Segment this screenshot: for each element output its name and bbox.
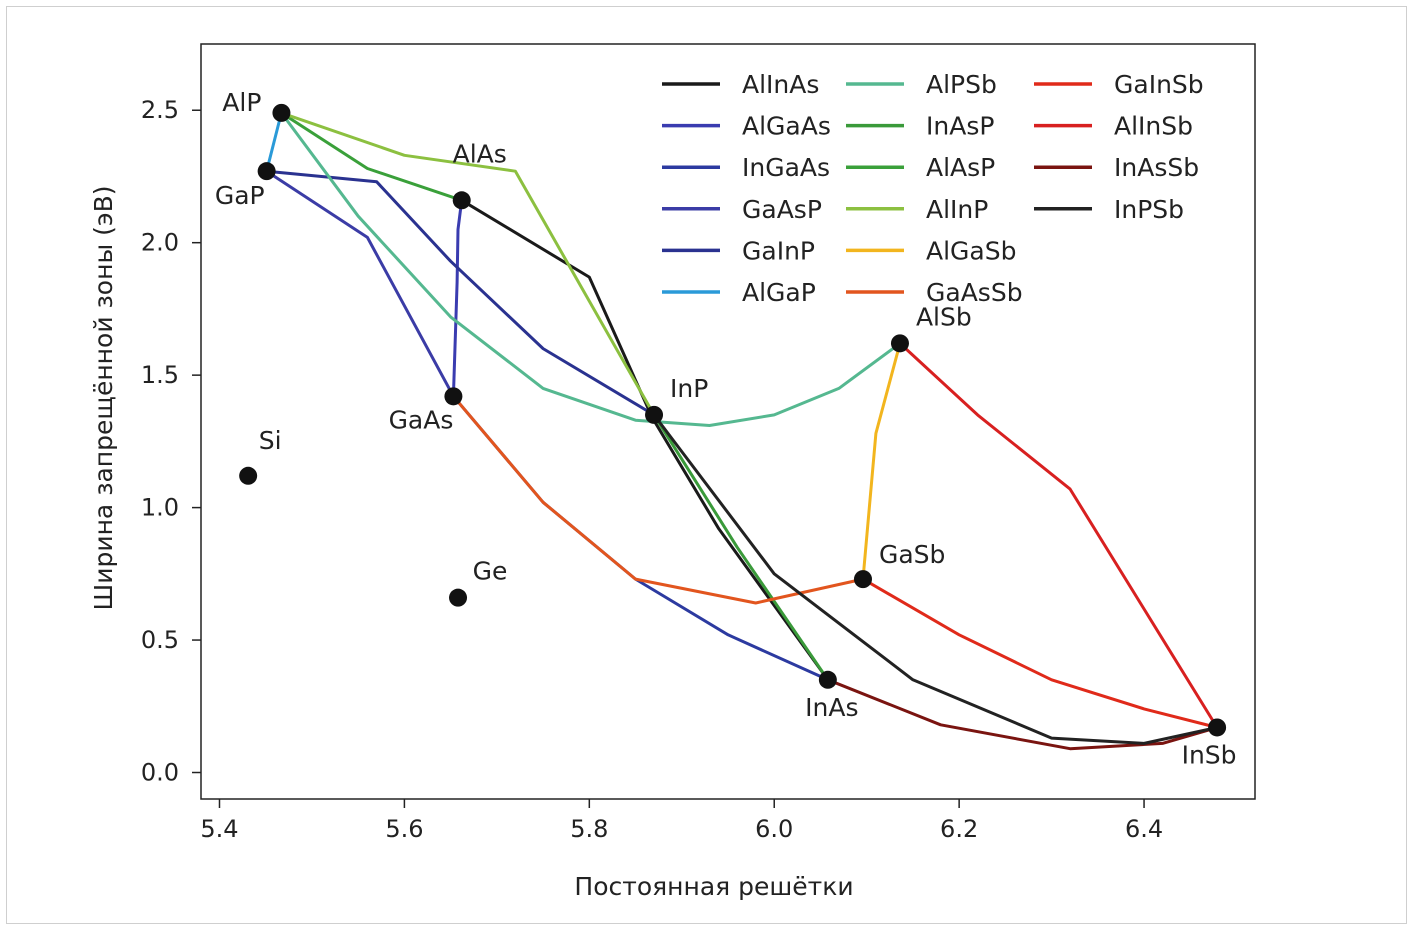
point-gaas: [444, 387, 463, 406]
legend-label-algaas: AlGaAs: [742, 112, 831, 141]
point-label-alsb: AlSb: [916, 302, 972, 331]
legend-label-alinp: AlInP: [926, 195, 988, 224]
y-tick-label: 0.5: [141, 626, 179, 654]
series-line-gainp: [265, 169, 656, 417]
point-si: [239, 466, 258, 485]
legend-label-algasb: AlGaSb: [926, 236, 1016, 265]
series-line-algap: [265, 111, 283, 173]
y-tick-label: 0.0: [141, 759, 179, 787]
series-line-alinsb: [898, 341, 1219, 729]
series-line-algasb: [861, 341, 902, 581]
legend-label-alpsb: AlPSb: [926, 70, 997, 99]
series-line-alinas: [460, 198, 830, 682]
x-tick-label: 5.8: [570, 815, 608, 843]
axis-ticks: 5.4 5.6 5.8 6.0 6.2 6.4 0.0 0.5 1.0 1.5 2.0 2.5: [141, 96, 1163, 843]
legend-label-inpsb: InPSb: [1114, 195, 1184, 224]
x-tick-label: 6.4: [1125, 815, 1163, 843]
point-inp: [645, 405, 664, 424]
point-label-ge: Ge: [473, 557, 508, 586]
point-label-alas: AlAs: [453, 139, 507, 168]
point-gasb: [853, 570, 872, 589]
series-line-inasp: [652, 413, 830, 682]
point-label-inas: InAs: [805, 693, 858, 722]
x-tick-label: 6.2: [940, 815, 978, 843]
legend-label-algap: AlGaP: [742, 278, 816, 307]
legend-label-gainsb: GaInSb: [1114, 70, 1204, 99]
x-axis-title: Постоянная решётки: [574, 872, 853, 901]
series-line-alinp: [279, 111, 656, 417]
point-label-gap: GaP: [215, 181, 265, 210]
series-line-gaassb: [451, 394, 865, 605]
point-alas: [452, 191, 471, 210]
point-inas: [818, 670, 837, 689]
x-tick-label: 6.0: [755, 815, 793, 843]
legend-label-gaasp: GaAsP: [742, 195, 822, 224]
legend-label-alinas: AlInAs: [742, 70, 819, 99]
plot-area: [200, 43, 1256, 800]
legend-label-inasp: InAsP: [926, 112, 994, 141]
series-line-ingaas: [451, 394, 830, 682]
legend-label-alinsb: AlInSb: [1114, 112, 1193, 141]
series-line-algaas: [451, 198, 464, 398]
point-label-gaas: GaAs: [389, 405, 454, 434]
y-axis-title: Ширина запрещённой зоны (эВ): [89, 185, 118, 610]
legend: AlInAs AlGaAs InGaAs GaAsP GaInP AlGaP AlPSb In…: [662, 70, 1204, 307]
point-alsb: [890, 334, 909, 353]
point-label-si: Si: [259, 426, 282, 455]
y-tick-label: 1.0: [141, 494, 179, 522]
y-tick-label: 1.5: [141, 361, 179, 389]
series-line-alpsb: [279, 111, 902, 427]
y-tick-label: 2.5: [141, 96, 179, 124]
material-points: AlP GaP AlAs GaAs InP AlSb GaSb InAs InSb Si Ge: [215, 88, 1237, 770]
series-line-inassb: [826, 678, 1219, 751]
x-tick-label: 5.4: [200, 815, 238, 843]
y-tick-label: 2.0: [141, 229, 179, 257]
point-ge: [449, 588, 468, 607]
point-label-inp: InP: [670, 374, 708, 403]
legend-label-gainp: GaInP: [742, 236, 815, 265]
series-lines: [265, 111, 1219, 751]
point-label-gasb: GaSb: [879, 540, 945, 569]
chart-frame: [6, 6, 1407, 924]
series-line-gainsb: [861, 577, 1219, 729]
series-line-gaasp: [265, 169, 455, 398]
legend-label-inassb: InAsSb: [1114, 153, 1199, 182]
series-line-inpsb: [652, 413, 1219, 745]
point-label-insb: InSb: [1182, 740, 1237, 769]
point-label-alp: AlP: [222, 88, 261, 117]
legend-label-ingaas: InGaAs: [742, 153, 830, 182]
legend-label-alasp: AlAsP: [926, 153, 995, 182]
point-insb: [1208, 718, 1227, 737]
point-gap: [257, 162, 276, 181]
point-alp: [272, 103, 291, 122]
x-tick-label: 5.6: [385, 815, 423, 843]
legend-label-gaassb: GaAsSb: [926, 278, 1023, 307]
series-line-alasp: [279, 111, 464, 202]
